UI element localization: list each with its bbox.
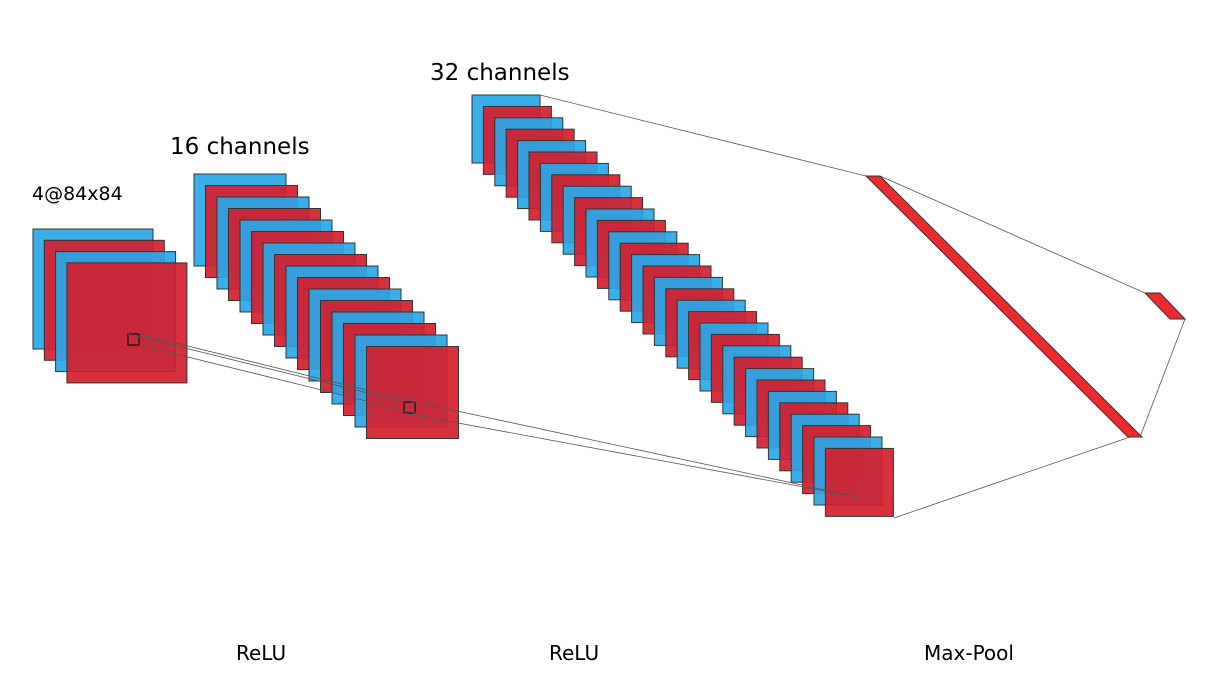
conv2-feature-map [824, 447, 894, 517]
pooling-shapes [864, 175, 1187, 438]
connector-line [879, 175, 1146, 294]
conv1-stack [193, 173, 459, 439]
input-stack [32, 228, 188, 384]
layer-stacks [32, 94, 894, 517]
connector-line [1139, 318, 1186, 438]
conv1-feature-map [366, 346, 459, 439]
connector-line [403, 412, 859, 498]
max-pool-label: Max-Pool [924, 641, 1014, 665]
flattened-feature-slab [864, 175, 1144, 438]
connector-line [414, 401, 859, 498]
input-layer-label: 4@84x84 [32, 183, 123, 205]
conv2-channels-label: 32 channels [430, 60, 570, 86]
connector-line [138, 344, 416, 414]
connector-line [138, 333, 416, 403]
connector-line [893, 436, 1131, 519]
connector-lines [127, 94, 1186, 519]
input-kernel-square [127, 333, 140, 346]
connector-line [127, 333, 405, 403]
conv1-kernel-square [403, 401, 416, 414]
relu-label-1: ReLU [236, 641, 286, 665]
input-feature-map [66, 262, 188, 384]
conv1-channels-label: 16 channels [170, 134, 310, 160]
connector-line [539, 94, 867, 177]
conv2-stack [471, 94, 894, 517]
relu-label-2: ReLU [549, 641, 599, 665]
pooled-output-slab [1143, 292, 1187, 320]
